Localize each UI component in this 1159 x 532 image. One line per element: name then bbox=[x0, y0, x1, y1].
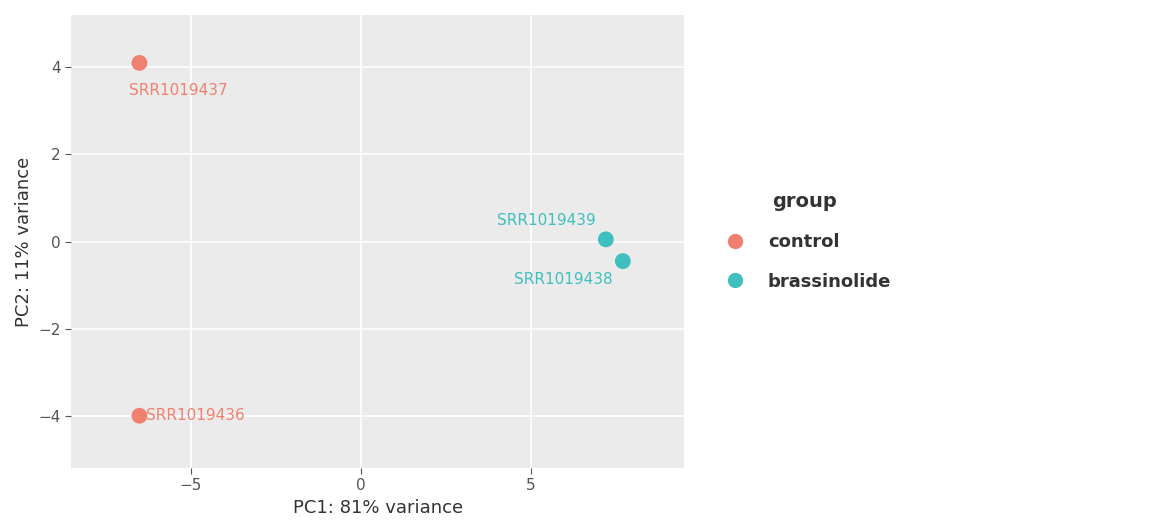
X-axis label: PC1: 81% variance: PC1: 81% variance bbox=[293, 499, 462, 517]
Point bbox=[597, 235, 615, 244]
Text: SRR1019437: SRR1019437 bbox=[129, 82, 228, 97]
Point bbox=[613, 257, 632, 265]
Point bbox=[130, 59, 148, 67]
Legend: control, brassinolide: control, brassinolide bbox=[699, 174, 910, 309]
Text: SRR1019439: SRR1019439 bbox=[497, 213, 596, 228]
Text: SRR1019438: SRR1019438 bbox=[515, 272, 613, 287]
Text: SRR1019436: SRR1019436 bbox=[146, 408, 245, 423]
Point bbox=[130, 411, 148, 420]
Y-axis label: PC2: 11% variance: PC2: 11% variance bbox=[15, 156, 32, 327]
